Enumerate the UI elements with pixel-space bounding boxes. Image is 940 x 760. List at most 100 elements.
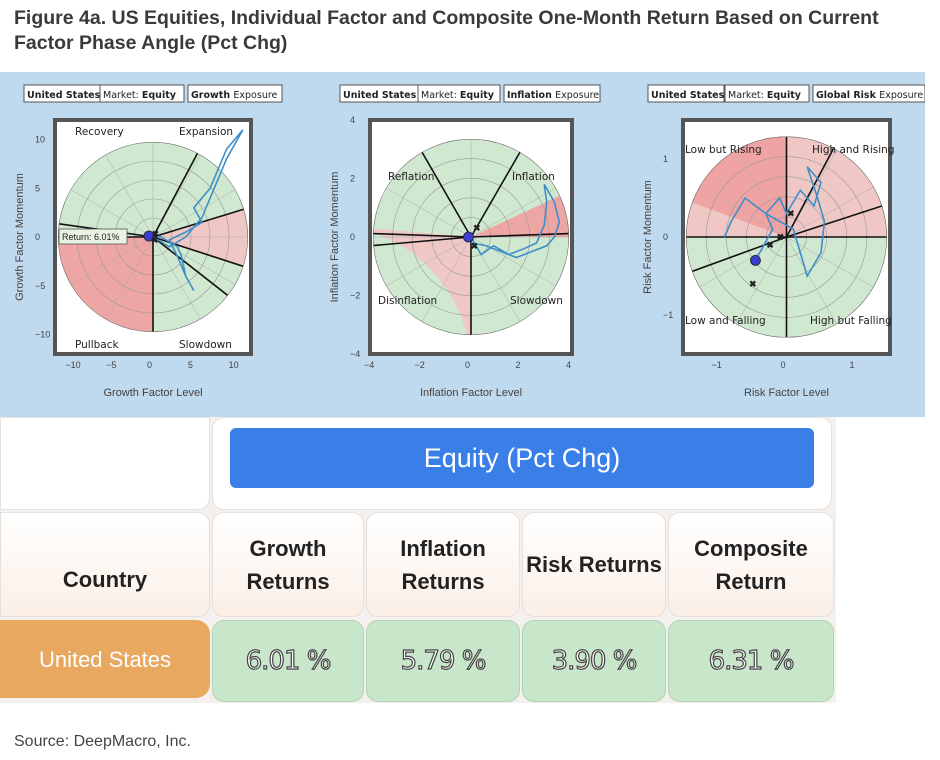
tag-box-frame: [187, 84, 283, 103]
trajectory-line: [470, 183, 561, 259]
quadrant-label: Slowdown: [179, 339, 232, 351]
tag-country: United States: [651, 90, 725, 101]
red-sector-inflation: [373, 224, 472, 335]
y-tick-label: 1: [663, 154, 668, 164]
current-point: [750, 254, 761, 266]
y-tick-label: −5: [35, 281, 45, 291]
x-tick-label: −4: [364, 360, 374, 370]
polar-spoke: [699, 236, 787, 288]
equity-banner: Equity (Pct Chg): [230, 428, 814, 488]
row-country-united-states: United States: [0, 620, 210, 698]
y-tick-label: 10: [35, 135, 45, 145]
tag-box-frame: [647, 84, 725, 103]
y-tick-label: 4: [350, 115, 355, 125]
tag-box-2: Global Risk Exposure: [812, 84, 925, 103]
tag-box-text: Market: Equity: [728, 90, 802, 101]
quadrant-label: Low and Falling: [685, 315, 766, 327]
phase-boundary: [470, 231, 569, 238]
quadrant-label: High but Falling: [810, 315, 892, 327]
x-tick-label: 5: [188, 360, 193, 370]
history-marker: ✖: [471, 241, 479, 251]
x-tick-label: 0: [147, 360, 152, 370]
y-tick-label: −1: [663, 310, 673, 320]
y-tick-label: 0: [350, 232, 355, 242]
quadrant-label: High and Rising: [812, 144, 894, 156]
tag-box-frame: [503, 84, 601, 103]
tag-country: United States: [343, 90, 417, 101]
y-axis-title: Growth Factor Momentum: [14, 173, 26, 301]
tag-suffix: Exposure: [555, 90, 599, 101]
header-inflation-returns: Inflation Returns: [366, 512, 520, 617]
polar-spoke: [70, 236, 154, 285]
polar-spoke: [736, 236, 787, 325]
growth-phase-chart: United States Market: Equity Growth Exposu…: [14, 84, 283, 399]
quadrant-label: Reflation: [388, 171, 434, 183]
return-annotation-box: [58, 228, 128, 245]
header-country: Country: [0, 512, 210, 617]
tag-market-label: Market:: [103, 90, 142, 101]
x-tick-label: −10: [65, 360, 80, 370]
tag-market-label: Market:: [728, 90, 767, 101]
tag-suffix: Exposure: [233, 90, 277, 101]
inflation-phase-chart: United States Market: Equity Inflation Exp…: [329, 84, 601, 399]
trajectory-line: [152, 129, 244, 292]
header-growth-returns: Growth Returns: [212, 512, 364, 617]
x-tick-label: 1: [850, 360, 855, 370]
tag-box-text: United States: [343, 90, 417, 101]
tag-box-1: Market: Equity: [417, 84, 501, 103]
x-tick-label: 4: [566, 360, 571, 370]
x-tick-label: 0: [465, 360, 470, 370]
tag-box-text: Growth Exposure: [191, 90, 278, 101]
tag-box-2: Inflation Exposure: [503, 84, 601, 103]
quadrant-label: Low but Rising: [685, 144, 762, 156]
tag-market-label: Market:: [421, 90, 460, 101]
red-sector-strong: [471, 174, 569, 237]
tag-box-frame: [99, 84, 185, 103]
tag-box-2: Growth Exposure: [187, 84, 283, 103]
tag-box-frame: [812, 84, 925, 103]
x-tick-label: −1: [712, 360, 722, 370]
red-sector-right: [153, 195, 248, 282]
y-axis-title: Risk Factor Momentum: [642, 180, 654, 294]
polar-spoke: [105, 154, 154, 238]
table-top-left-cell: [0, 417, 210, 510]
quadrant-label: Recovery: [75, 126, 124, 138]
phase-boundary: [58, 219, 154, 238]
source-note: Source: DeepMacro, Inc.: [14, 733, 191, 750]
polar-spoke: [105, 236, 154, 320]
history-marker: ✖: [777, 232, 785, 242]
value-composite-return: 6.31 %: [668, 620, 834, 702]
tag-market: Equity: [142, 90, 177, 101]
value-growth-returns: 6.01 %: [212, 620, 364, 702]
value-risk-returns: 3.90 %: [522, 620, 666, 702]
x-tick-label: 0: [781, 360, 786, 370]
trajectory-line: [723, 166, 826, 278]
polar-spoke: [786, 236, 837, 325]
polar-spoke: [736, 149, 787, 238]
risk-phase-chart: United States Market: Equity Global Risk E…: [642, 84, 925, 399]
tag-factor: Growth: [191, 90, 233, 101]
polar-spoke: [152, 236, 201, 320]
y-tick-label: 2: [350, 174, 355, 184]
x-tick-label: −2: [415, 360, 425, 370]
header-risk-returns: Risk Returns: [522, 512, 666, 617]
x-tick-label: 10: [229, 360, 239, 370]
polar-spoke: [386, 236, 472, 287]
quadrant-label: Expansion: [179, 126, 233, 138]
current-point: [463, 231, 474, 243]
x-axis-title: Risk Factor Level: [744, 387, 829, 399]
tag-box-text: Inflation Exposure: [507, 90, 599, 101]
return-annotation: Return: 6.01%: [62, 232, 120, 242]
figure-title: Figure 4a. US Equities, Individual Facto…: [14, 7, 879, 54]
polar-spoke: [70, 189, 154, 238]
history-marker: ✖: [152, 229, 160, 239]
phase-boundary: [373, 231, 472, 238]
polar-spoke: [786, 186, 874, 238]
tag-factor: Inflation: [507, 90, 555, 101]
tag-box-0: United States: [647, 84, 725, 103]
tag-box-text: Market: Equity: [421, 90, 495, 101]
quadrant-label: Slowdown: [510, 295, 563, 307]
x-axis-title: Growth Factor Level: [103, 387, 202, 399]
y-tick-label: 0: [663, 232, 668, 242]
value-inflation-returns: 5.79 %: [366, 620, 520, 702]
